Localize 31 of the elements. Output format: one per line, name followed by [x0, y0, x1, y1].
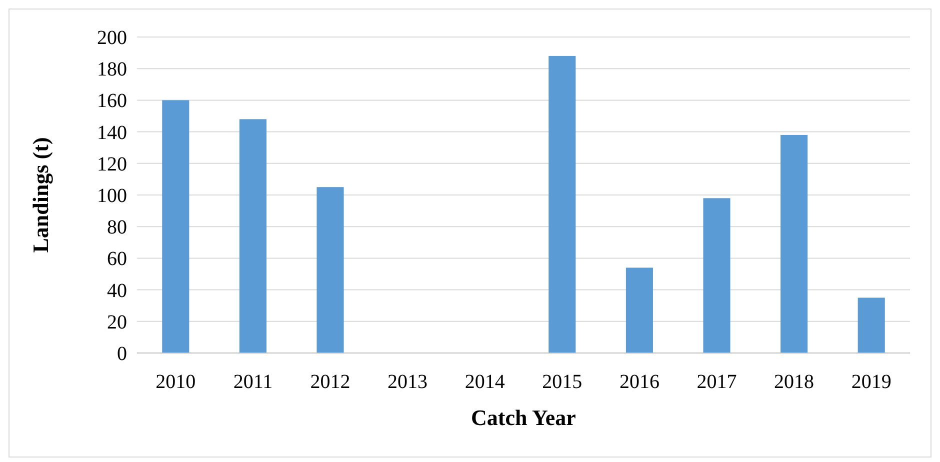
- y-tick-label: 180: [97, 58, 127, 81]
- x-tick-label: 2016: [619, 371, 660, 393]
- x-tick-label: 2012: [310, 371, 350, 393]
- x-tick-label: 2018: [774, 371, 814, 393]
- bar: [316, 187, 344, 353]
- bar: [239, 119, 266, 353]
- x-tick-label: 2017: [696, 371, 737, 393]
- x-axis-title: Catch Year: [471, 405, 576, 430]
- y-axis-title: Landings (t): [28, 137, 53, 253]
- x-tick-label: 2015: [542, 371, 582, 393]
- x-tick-label: 2013: [388, 371, 428, 393]
- bar: [162, 100, 190, 353]
- bar: [780, 134, 808, 353]
- x-tick-label: 2010: [156, 371, 196, 393]
- y-tick-label: 100: [97, 185, 127, 207]
- x-tick-label: 2014: [464, 371, 505, 393]
- y-tick-label: 140: [97, 122, 127, 144]
- bar: [626, 268, 653, 353]
- bar: [858, 298, 885, 353]
- x-tick-label: 2019: [851, 371, 892, 393]
- y-tick-label: 20: [107, 311, 127, 334]
- y-tick-label: 120: [97, 153, 127, 176]
- bar: [703, 198, 730, 353]
- y-tick-label: 80: [107, 216, 127, 239]
- y-tick-label: 200: [97, 27, 127, 49]
- y-tick-label: 160: [97, 90, 127, 112]
- y-tick-label: 60: [107, 248, 127, 270]
- x-tick-label: 2011: [233, 371, 273, 393]
- y-tick-label: 40: [107, 280, 127, 302]
- bar: [548, 56, 576, 353]
- y-tick-label: 0: [117, 343, 127, 365]
